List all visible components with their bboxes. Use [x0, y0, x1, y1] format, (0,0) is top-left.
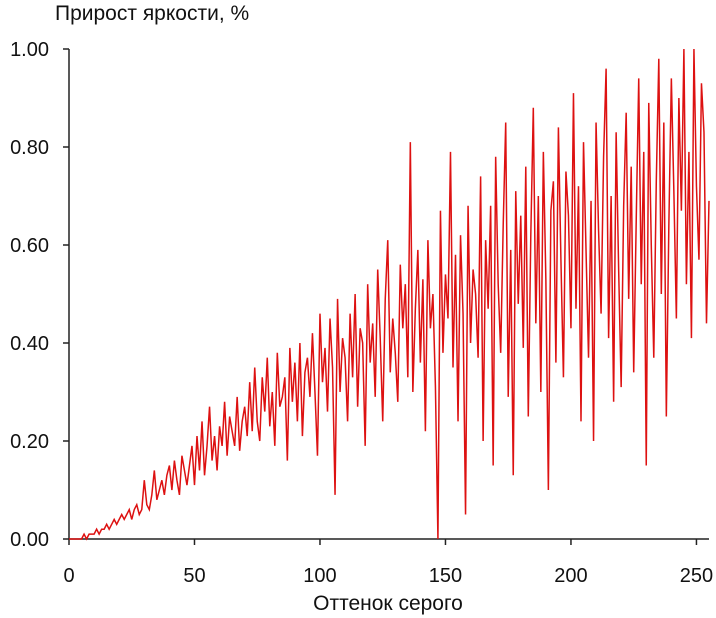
y-tick-label: 1.00	[10, 39, 49, 61]
x-tick-label: 200	[554, 565, 587, 587]
x-tick-label: 50	[183, 565, 205, 587]
x-axis-ticks: 0 50 100 150 200 250	[63, 539, 713, 587]
x-tick-label: 0	[63, 565, 74, 587]
y-tick-label: 0.40	[10, 333, 49, 355]
y-tick-label: 0.00	[10, 529, 49, 551]
y-axis-ticks: 0.00 0.20 0.40 0.60 0.80 1.00	[10, 39, 69, 551]
x-tick-label: 100	[303, 565, 336, 587]
y-tick-label: 0.20	[10, 431, 49, 453]
x-axis-label: Оттенок серого	[313, 592, 463, 615]
y-tick-label: 0.60	[10, 235, 49, 257]
data-series	[69, 48, 710, 541]
series-line	[69, 48, 710, 541]
x-tick-label: 150	[429, 565, 462, 587]
y-axis-label: Прирост яркости, %	[55, 2, 249, 25]
y-tick-label: 0.80	[10, 137, 49, 159]
x-tick-label: 250	[680, 565, 713, 587]
